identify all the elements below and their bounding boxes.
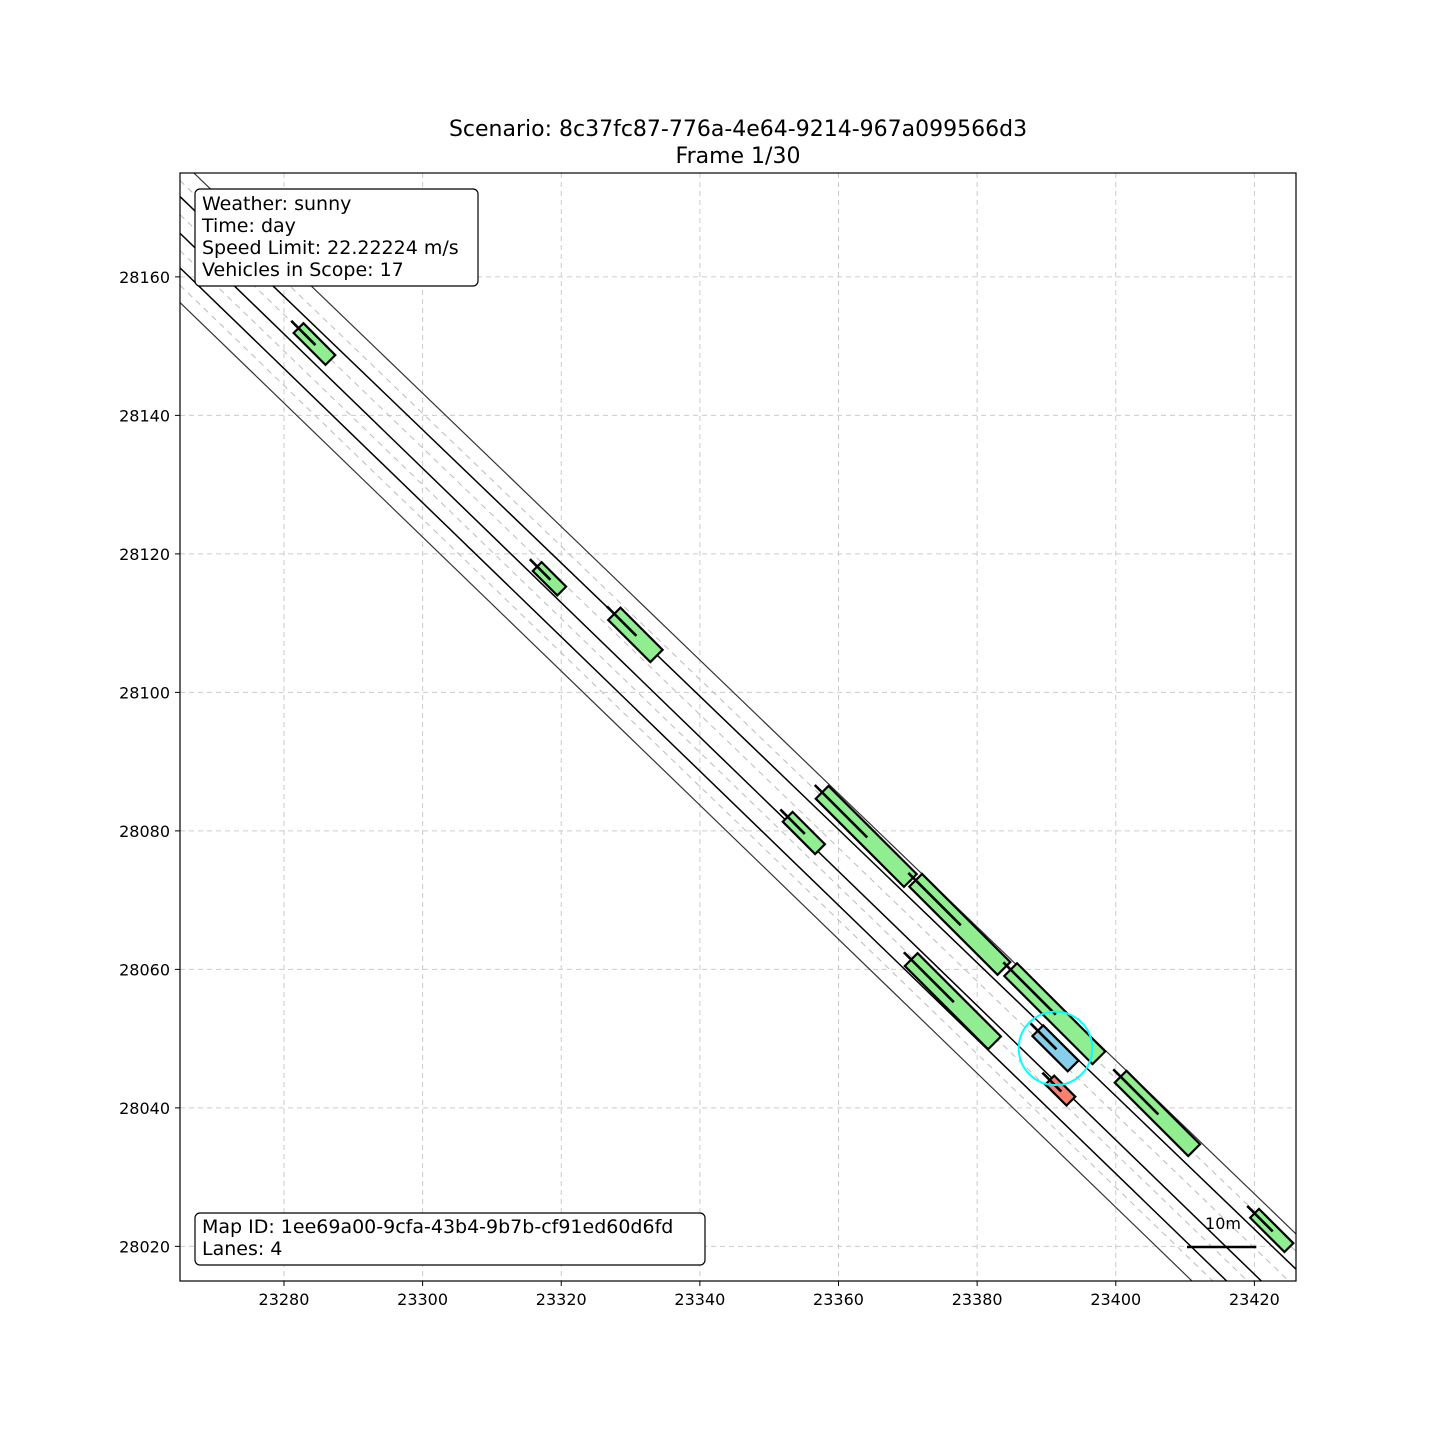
heading-indicator bbox=[902, 951, 955, 1004]
y-tick-label: 28060 bbox=[119, 960, 170, 979]
grid-layer bbox=[180, 173, 1296, 1281]
lane-divider-line bbox=[180, 196, 1296, 1270]
lane-center-line bbox=[180, 180, 1296, 1252]
scale-bar: 10m bbox=[1187, 1214, 1257, 1249]
y-tick-label: 28120 bbox=[119, 545, 170, 564]
y-tick-label: 28080 bbox=[119, 822, 170, 841]
chart-title-line1: Scenario: 8c37fc87-776a-4e64-9214-967a09… bbox=[449, 117, 1027, 142]
y-tick-label: 28040 bbox=[119, 1099, 170, 1118]
info-box-frame bbox=[194, 188, 479, 287]
x-tick-label: 23300 bbox=[397, 1290, 448, 1309]
heading-indicator bbox=[528, 558, 552, 581]
heading-indicator bbox=[779, 808, 806, 835]
heading-indicator bbox=[1002, 961, 1057, 1016]
tick-layer: 23280 23300 23320 23340 23360 23380 23400 23420… bbox=[119, 268, 1280, 1309]
x-tick-label: 23280 bbox=[259, 1290, 310, 1309]
x-tick-label: 23320 bbox=[536, 1290, 587, 1309]
x-tick-label: 23420 bbox=[1229, 1290, 1280, 1309]
y-tick-label: 28100 bbox=[119, 683, 170, 702]
vehicle-count-text: Vehicles in Scope: 17 bbox=[202, 259, 404, 281]
lane-center-line bbox=[180, 250, 1248, 1281]
y-tick-label: 28140 bbox=[119, 406, 170, 425]
lane-center-line bbox=[180, 214, 1290, 1281]
heading-indicator bbox=[907, 872, 962, 927]
heading-indicator bbox=[1041, 1071, 1063, 1093]
x-tick-label: 23380 bbox=[952, 1290, 1003, 1309]
time-text: Time: day bbox=[201, 215, 296, 237]
y-tick-label: 28160 bbox=[119, 268, 170, 287]
lane-divider-line bbox=[180, 232, 1262, 1281]
ego-highlight-circle bbox=[1017, 1010, 1094, 1087]
speed-limit-text: Speed Limit: 22.22224 m/s bbox=[202, 237, 459, 259]
map-info-box: Map ID: 1ee69a00-9cfa-43b4-9b7b-cf91ed60… bbox=[194, 1212, 706, 1266]
heading-indicator bbox=[1029, 1022, 1058, 1051]
heading-indicator bbox=[606, 605, 638, 637]
weather-text: Weather: sunny bbox=[202, 193, 351, 215]
x-tick-label: 23340 bbox=[674, 1290, 725, 1309]
heading-indicator bbox=[1112, 1068, 1160, 1116]
road-boundary-line bbox=[180, 302, 1193, 1281]
lane-divider-line bbox=[180, 267, 1228, 1281]
lanes-text: Lanes: 4 bbox=[202, 1238, 282, 1260]
map-id-text: Map ID: 1ee69a00-9cfa-43b4-9b7b-cf91ed60… bbox=[202, 1216, 673, 1238]
heading-indicator bbox=[290, 319, 317, 346]
heading-indicator bbox=[813, 784, 869, 839]
y-tick-label: 28020 bbox=[119, 1237, 170, 1256]
heading-indicator bbox=[1246, 1205, 1274, 1233]
plot-frame bbox=[179, 172, 1297, 1282]
chart-title-line2: Frame 1/30 bbox=[676, 144, 801, 169]
map-info-box-frame bbox=[194, 1212, 706, 1266]
vehicle-layer bbox=[290, 319, 1295, 1254]
info-box: Weather: sunny Time: day Speed Limit: 22… bbox=[194, 188, 479, 287]
lane-layer bbox=[180, 173, 1296, 1281]
lane-center-line bbox=[180, 284, 1214, 1281]
scale-bar-label: 10m bbox=[1205, 1214, 1241, 1233]
road-boundary-line bbox=[193, 173, 1296, 1235]
x-tick-label: 23400 bbox=[1090, 1290, 1141, 1309]
x-tick-label: 23360 bbox=[813, 1290, 864, 1309]
